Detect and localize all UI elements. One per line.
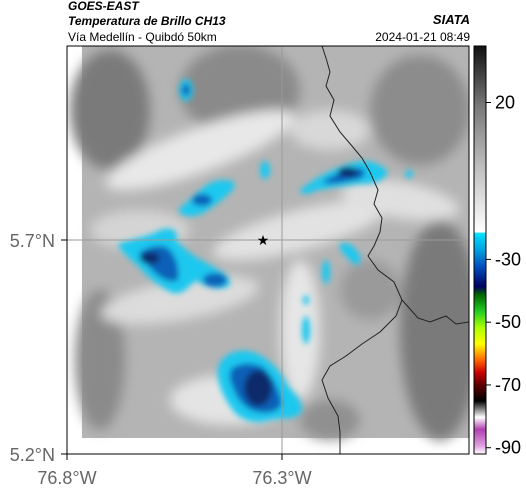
- colorbar-tick-label: -90: [495, 438, 521, 458]
- colorbar: 20 -30 -50 -70 -90: [473, 45, 521, 458]
- department-border-east: [401, 299, 469, 325]
- product-title: Temperatura de Brillo CH13: [68, 14, 226, 28]
- cold-cloud-tops: [118, 79, 413, 422]
- x-tick-label-76-8: 76.8°W: [37, 468, 96, 488]
- timestamp-label: 2024-01-21 08:49: [375, 30, 470, 44]
- route-subtitle: Vía Medellín - Quibdó 50km: [68, 30, 217, 44]
- imagery-field: [67, 46, 469, 454]
- colorbar-tick-label: -70: [495, 375, 521, 395]
- satellite-title: GOES-EAST: [68, 0, 139, 13]
- colorbar-gradient: [473, 45, 487, 455]
- y-tick-label-5-7: 5.7°N: [10, 231, 55, 251]
- x-tick-label-76-3: 76.3°W: [252, 468, 311, 488]
- department-border: [321, 46, 403, 454]
- y-tick-label-5-2: 5.2°N: [10, 445, 55, 465]
- location-star-icon: ★: [257, 233, 270, 249]
- colorbar-tick-label: -50: [495, 312, 521, 332]
- colorbar-tick-label: -30: [495, 249, 521, 269]
- source-label: SIATA: [432, 12, 470, 27]
- colorbar-tick-label: 20: [495, 92, 515, 112]
- plot-frame: [66, 45, 470, 455]
